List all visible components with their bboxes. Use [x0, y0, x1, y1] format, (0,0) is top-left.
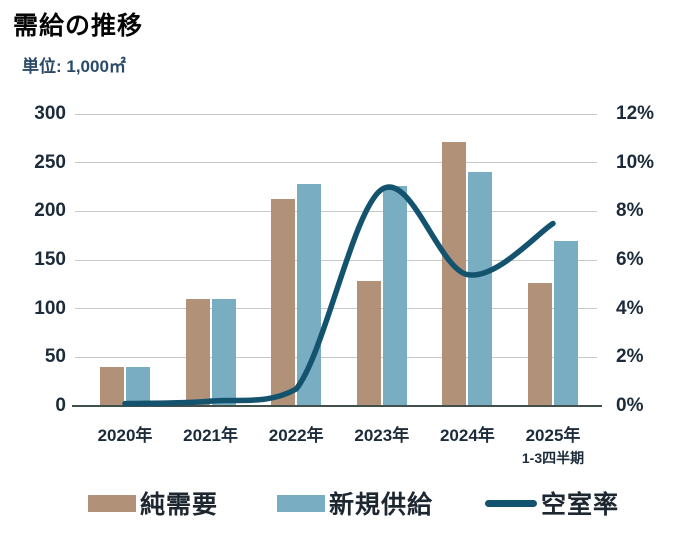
- bar-純需要-2022年: [271, 198, 296, 406]
- legend-swatch-新規供給: [277, 494, 325, 512]
- gridline-200: [75, 210, 597, 212]
- y-axis-label-0: 0: [55, 395, 66, 416]
- legend-swatch-純需要: [88, 494, 136, 512]
- bar-新規供給-2022年: [297, 184, 322, 406]
- chart-unit-label: 単位: 1,000㎡: [22, 57, 126, 76]
- x-axis-label-4: 2024年: [439, 426, 495, 445]
- legend-label-空室率: 空室率: [541, 491, 620, 519]
- x-axis-label-1: 2021年: [183, 426, 238, 445]
- bar-純需要-2025年: [528, 283, 552, 406]
- right-axis-label-8%: 8%: [616, 200, 644, 222]
- y-axis-label-300: 300: [34, 103, 66, 124]
- gridline-250: [75, 162, 597, 164]
- bar-純需要-2024年: [442, 142, 467, 406]
- legend-label-純需要: 純需要: [140, 491, 219, 519]
- bar-純需要-2020年: [100, 367, 124, 406]
- x-axis-label-5: 2025年: [525, 426, 581, 445]
- y-axis-label-50: 50: [44, 346, 66, 368]
- right-axis-label-4%: 4%: [616, 297, 644, 319]
- bar-純需要-2021年: [185, 298, 210, 406]
- gridline-100: [75, 308, 597, 310]
- chart-title: 需給の推移: [13, 12, 144, 40]
- bar-新規供給-2023年: [382, 186, 407, 406]
- x-axis-sublabel-5: 1-3四半期: [521, 450, 585, 466]
- x-axis-baseline: [72, 405, 602, 407]
- gridline-50: [75, 356, 597, 358]
- y-axis-label-100: 100: [34, 297, 66, 319]
- bar-新規供給-2021年: [211, 298, 236, 406]
- x-axis-label-3: 2023年: [354, 426, 410, 445]
- right-axis-label-10%: 10%: [616, 151, 655, 173]
- right-axis-label-0%: 0%: [616, 395, 644, 416]
- bar-新規供給-2024年: [468, 172, 493, 406]
- legend-swatch-空室率: [485, 499, 537, 507]
- bar-新規供給-2020年: [126, 367, 150, 406]
- y-axis-label-200: 200: [34, 200, 66, 222]
- y-axis-label-150: 150: [34, 249, 66, 270]
- legend-item-新規供給: 新規供給: [277, 488, 434, 519]
- bar-純需要-2023年: [356, 281, 381, 406]
- x-axis-label-2: 2022年: [268, 426, 324, 445]
- right-axis-label-2%: 2%: [616, 346, 644, 368]
- right-axis-label-6%: 6%: [616, 249, 644, 270]
- y-axis-label-250: 250: [34, 151, 66, 173]
- legend-item-空室率: 空室率: [485, 488, 620, 519]
- gridline-150: [75, 259, 597, 261]
- right-axis-label-12%: 12%: [616, 103, 655, 124]
- gridline-300: [75, 113, 597, 115]
- bar-新規供給-2025年: [554, 240, 578, 406]
- legend-label-新規供給: 新規供給: [329, 491, 434, 519]
- x-axis-label-0: 2020年: [97, 426, 153, 445]
- legend-item-純需要: 純需要: [88, 488, 219, 519]
